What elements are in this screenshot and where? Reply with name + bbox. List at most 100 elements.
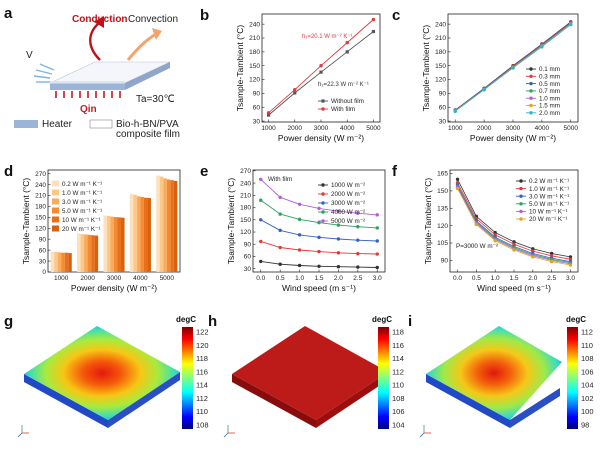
x-tick-label: 4000 <box>133 275 148 282</box>
data-point <box>356 225 360 229</box>
bar <box>129 193 134 272</box>
data-point <box>356 265 360 269</box>
panel-e-chart: e 30 60 90 120 150 180 210 240 270 0.0 0.5 1.0 1.5 2.0… <box>200 163 386 293</box>
data-point <box>569 22 573 27</box>
colorbar-tick-label: 114 <box>392 354 404 363</box>
data-point <box>278 245 282 250</box>
data-point <box>336 264 341 269</box>
y-tick-label: 30 <box>244 266 252 273</box>
legend-label: 0.1 mm <box>539 66 560 73</box>
y-tick-label: 90 <box>244 241 252 248</box>
data-point <box>336 209 341 213</box>
heater-legend-swatch <box>14 120 38 128</box>
data-point <box>482 87 486 92</box>
plate-side-face <box>24 374 108 428</box>
x-tick-label: 1.0 <box>491 275 500 282</box>
bar <box>133 194 137 272</box>
x-axis-label: Wind speed (m s⁻¹) <box>282 283 356 293</box>
colorbar-tick-label: 114 <box>196 381 208 390</box>
film-side-face <box>125 62 170 90</box>
panel-g-thermal-map: g degC 122 120 118 116 114 112 110 108 <box>4 313 209 438</box>
y-tick-label: 105 <box>437 240 448 247</box>
y-tick-label: 30 <box>39 258 47 265</box>
data-point <box>519 194 523 198</box>
legend-label: 3000 W m⁻² <box>331 200 365 207</box>
panel-a-schematic: a Conduction Convection V Qin Ta=30℃ Hea… <box>4 5 180 140</box>
legend-swatch <box>52 207 59 214</box>
qin-label: Qin <box>80 104 97 115</box>
x-tick-label: 5000 <box>564 125 579 132</box>
y-tick-label: 150 <box>249 63 260 70</box>
data-point <box>259 218 263 222</box>
legend-label: 1.5 mm <box>539 103 560 110</box>
data-point <box>375 265 379 270</box>
legend-label: 0.2 W m⁻¹ K⁻¹ <box>529 178 569 185</box>
x-tick-label: 3.0 <box>566 275 575 282</box>
bar <box>61 252 65 272</box>
y-tick-label: 90 <box>253 91 261 98</box>
panel-label: f <box>392 163 398 180</box>
data-point <box>356 211 360 215</box>
y-tick-label: 240 <box>249 21 260 28</box>
y-tick-label: 210 <box>435 35 446 42</box>
y-tick-label: 210 <box>249 35 260 42</box>
y-tick-label: 150 <box>437 188 448 195</box>
data-point <box>519 217 523 221</box>
x-tick-label: 4000 <box>535 125 550 132</box>
bar <box>159 176 164 272</box>
data-point <box>529 96 533 100</box>
legend-label: 3.0 W m⁻¹ K⁻¹ <box>529 193 569 200</box>
data-point <box>297 217 302 222</box>
y-tick-label: 120 <box>437 223 448 230</box>
colorbar-tick-label: 104 <box>392 421 405 430</box>
data-point <box>519 186 523 191</box>
data-point <box>317 206 321 211</box>
bar <box>173 180 178 272</box>
legend-swatch <box>52 225 59 232</box>
legend-label: 2.0 mm <box>539 110 560 117</box>
plate-front-face <box>316 372 388 428</box>
data-point <box>529 67 533 71</box>
data-point <box>519 209 523 214</box>
data-point <box>336 237 341 241</box>
colorbar-tick-label: 98 <box>581 421 589 430</box>
data-point <box>356 251 360 256</box>
data-point <box>317 235 321 240</box>
colorbar-tick-label: 106 <box>581 367 594 376</box>
data-point <box>371 29 376 34</box>
y-axis-label: Tsample-Tambient (°C) <box>421 25 431 112</box>
x-tick-label: 2.5 <box>353 275 362 282</box>
annotation-text: P=3000 W m⁻² <box>456 243 498 250</box>
bar <box>57 252 62 272</box>
legend-label: 5.0 W m⁻¹ K⁻¹ <box>62 208 102 215</box>
colorbar-tick-label: 118 <box>392 328 404 337</box>
bar <box>54 251 58 272</box>
data-point <box>529 81 533 86</box>
data-point <box>453 109 457 114</box>
y-tick-label: 150 <box>435 63 446 70</box>
x-tick-label: 0.0 <box>256 275 265 282</box>
colorbar-unit: degC <box>566 315 586 324</box>
legend-label: 1.0 W m⁻¹ K⁻¹ <box>62 190 102 197</box>
panel-label: c <box>392 7 400 24</box>
bar <box>136 196 141 272</box>
x-tick-label: 1.5 <box>509 275 518 282</box>
data-point <box>321 219 325 223</box>
data-point <box>278 228 282 233</box>
legend-label: 0.3 mm <box>539 74 560 81</box>
legend-label: Without film <box>331 98 364 105</box>
data-point <box>375 239 379 243</box>
data-point <box>336 223 341 227</box>
legend-label: 4000 W m⁻² <box>331 209 365 216</box>
data-point <box>321 192 325 196</box>
x-axis-label: Power density (W m⁻²) <box>278 133 364 143</box>
data-point <box>321 183 325 187</box>
plate-side-face <box>232 374 316 428</box>
panel-f-chart: f 90 105 120 135 150 165 0.0 0.5 1.0 1.5 2.0 2.5 3.0 W… <box>392 163 579 293</box>
y-tick-label: 0 <box>42 269 46 276</box>
panel-label: a <box>4 5 13 22</box>
data-point <box>297 248 302 252</box>
legend-label: 5.0 W m⁻¹ K⁻¹ <box>529 201 569 208</box>
convection-arrowhead-icon <box>152 28 162 40</box>
